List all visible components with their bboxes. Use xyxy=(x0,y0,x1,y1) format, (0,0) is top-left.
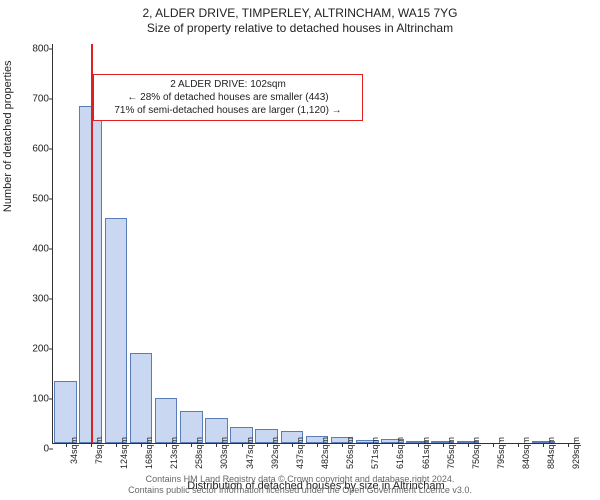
annotation-line-1: 2 ALDER DRIVE: 102sqm xyxy=(100,78,356,91)
attribution-footer: Contains HM Land Registry data © Crown c… xyxy=(0,474,600,496)
x-tick: 705sqm xyxy=(446,437,456,469)
y-tick: 100 xyxy=(15,394,49,405)
x-tick: 392sqm xyxy=(270,437,280,469)
y-tick: 600 xyxy=(15,144,49,155)
attribution-line-2: Contains public sector information licen… xyxy=(0,485,600,496)
x-tick: 303sqm xyxy=(219,437,229,469)
page-title-address: 2, ALDER DRIVE, TIMPERLEY, ALTRINCHAM, W… xyxy=(0,6,600,20)
chart-container: Number of detached properties 0100200300… xyxy=(52,44,580,444)
histogram-bar xyxy=(105,218,128,443)
x-tick: 571sqm xyxy=(370,437,380,469)
x-tick: 213sqm xyxy=(169,437,179,469)
y-tick: 400 xyxy=(15,244,49,255)
y-tick: 800 xyxy=(15,44,49,55)
x-tick: 347sqm xyxy=(245,437,255,469)
x-tick: 840sqm xyxy=(521,437,531,469)
page-subtitle: Size of property relative to detached ho… xyxy=(0,21,600,35)
x-tick: 79sqm xyxy=(94,437,104,464)
x-tick: 482sqm xyxy=(320,437,330,469)
annotation-line-2: ← 28% of detached houses are smaller (44… xyxy=(100,91,356,104)
x-tick: 34sqm xyxy=(69,437,79,464)
histogram-bar xyxy=(130,353,153,443)
x-tick: 884sqm xyxy=(546,437,556,469)
y-tick: 300 xyxy=(15,294,49,305)
x-tick: 168sqm xyxy=(144,437,154,469)
x-tick: 929sqm xyxy=(571,437,581,469)
attribution-line-1: Contains HM Land Registry data © Crown c… xyxy=(0,474,600,485)
plot-area: 010020030040050060070080034sqm79sqm124sq… xyxy=(52,44,580,444)
annotation-line-3: 71% of semi-detached houses are larger (… xyxy=(100,104,356,117)
x-tick: 795sqm xyxy=(496,437,506,469)
y-tick: 0 xyxy=(15,444,49,455)
x-tick: 124sqm xyxy=(119,437,129,469)
y-tick: 700 xyxy=(15,94,49,105)
x-tick: 526sqm xyxy=(345,437,355,469)
y-axis-label: Number of detached properties xyxy=(2,60,14,212)
y-tick: 500 xyxy=(15,194,49,205)
annotation-box: 2 ALDER DRIVE: 102sqm← 28% of detached h… xyxy=(93,74,363,121)
x-tick: 258sqm xyxy=(194,437,204,469)
x-tick: 750sqm xyxy=(471,437,481,469)
x-tick: 661sqm xyxy=(421,437,431,469)
y-tick: 200 xyxy=(15,344,49,355)
histogram-bar xyxy=(54,381,77,444)
x-tick: 616sqm xyxy=(395,437,405,469)
x-tick: 437sqm xyxy=(295,437,305,469)
